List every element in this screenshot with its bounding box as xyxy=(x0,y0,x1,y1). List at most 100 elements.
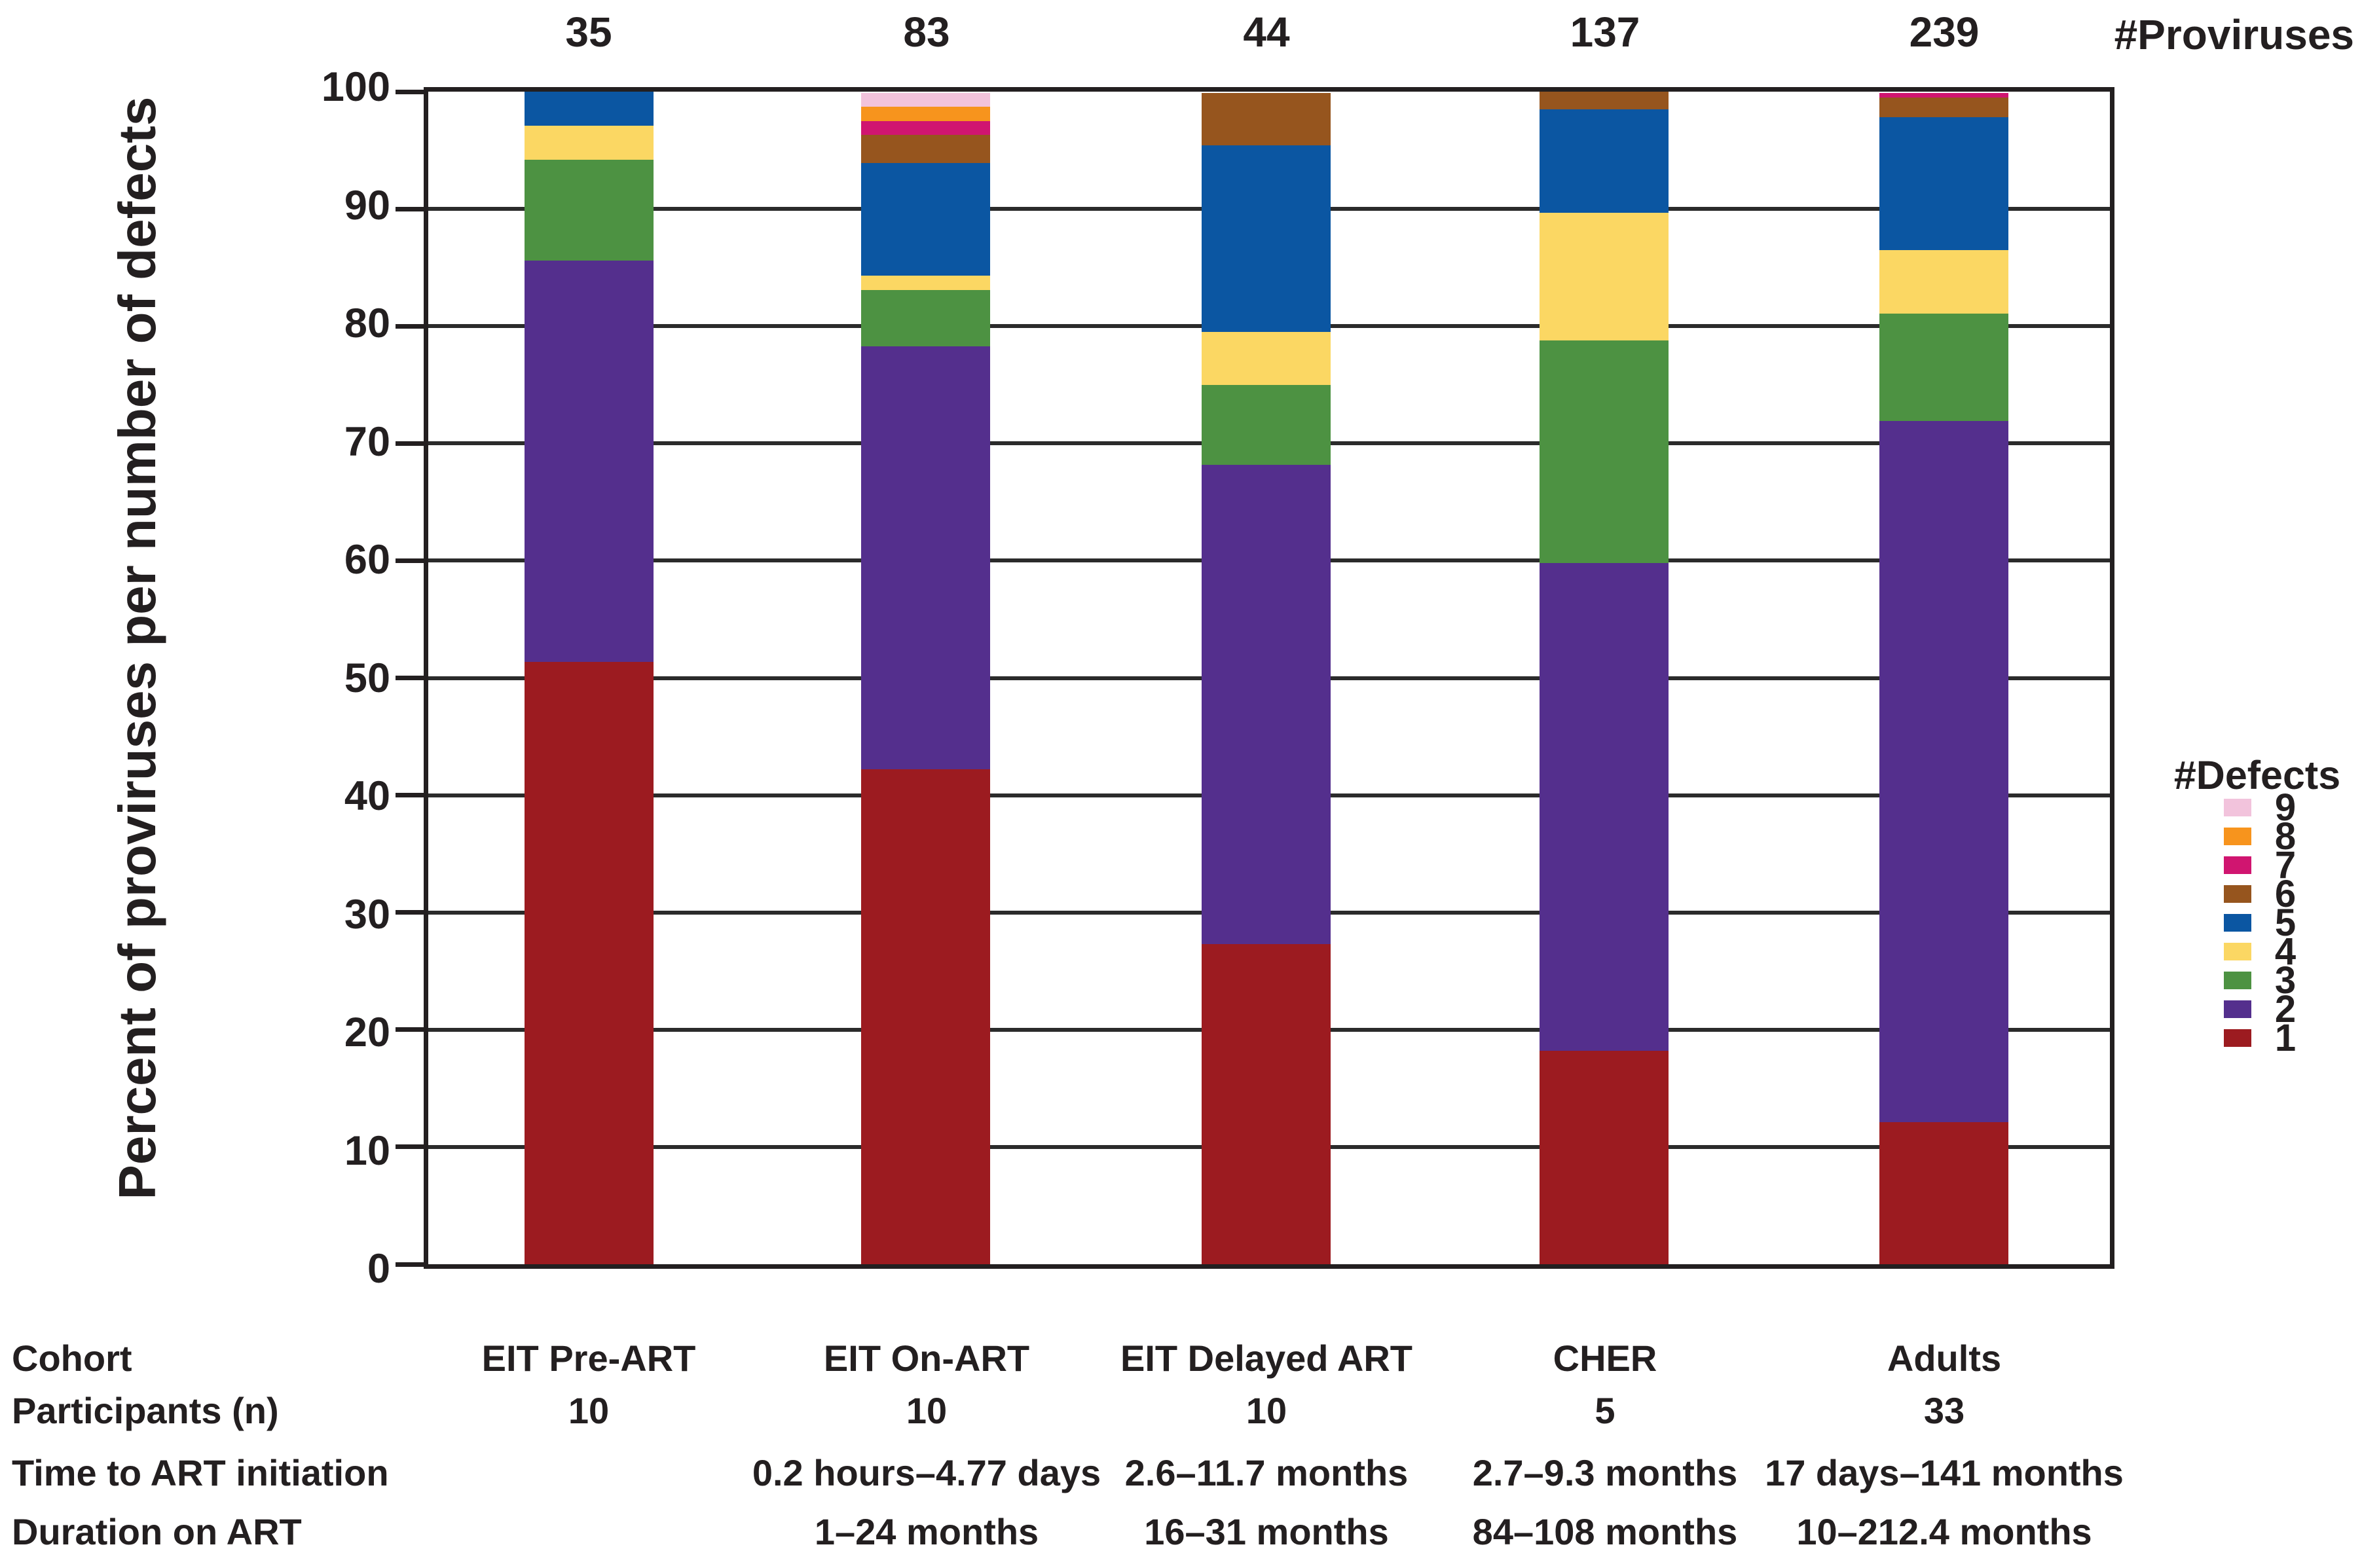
legend-swatch-7 xyxy=(2224,856,2251,874)
segment-defects-5 xyxy=(1202,145,1331,333)
segment-defects-1 xyxy=(1540,1051,1669,1264)
table-cell-r3-c1: 1–24 months xyxy=(814,1511,1039,1552)
table-cell-r1-c1: 10 xyxy=(906,1390,948,1431)
y-tick-label-40: 40 xyxy=(344,773,390,819)
legend-label-4: 4 xyxy=(2274,930,2297,973)
table-cell-r0-c4: Adults xyxy=(1887,1338,2002,1379)
legend-swatch-2 xyxy=(2224,1000,2251,1018)
legend-label-2: 2 xyxy=(2274,988,2297,1030)
provirus-count: 44 xyxy=(1243,9,1290,56)
y-tick-70 xyxy=(396,441,424,446)
bar-eit-on-art xyxy=(861,92,990,1264)
table-cell-r1-c2: 10 xyxy=(1246,1390,1287,1431)
segment-defects-3 xyxy=(861,289,990,346)
table-cell-r2-c4: 17 days–141 months xyxy=(1765,1452,2124,1493)
table-cell-r0-c0: EIT Pre-ART xyxy=(481,1338,696,1379)
segment-defects-1 xyxy=(1879,1122,2008,1264)
legend-label-5: 5 xyxy=(2274,902,2297,944)
table-cell-r0-c3: CHER xyxy=(1553,1338,1657,1379)
segment-defects-1 xyxy=(861,769,990,1264)
segment-defects-3 xyxy=(525,159,654,261)
y-tick-label-70: 70 xyxy=(344,418,390,465)
legend-label-6: 6 xyxy=(2274,873,2297,915)
table-cell-r3-c4: 10–212.4 months xyxy=(1796,1511,2092,1552)
legend-swatch-5 xyxy=(2224,914,2251,932)
y-tick-label-50: 50 xyxy=(344,655,390,701)
y-tick-0 xyxy=(396,1262,424,1267)
y-tick-label-100: 100 xyxy=(321,64,390,110)
table-cell-r1-c3: 5 xyxy=(1595,1390,1615,1431)
table-row-label-3: Duration on ART xyxy=(12,1511,302,1552)
segment-defects-4 xyxy=(1202,332,1331,385)
segment-defects-2 xyxy=(1540,563,1669,1051)
segment-defects-8 xyxy=(861,107,990,121)
y-tick-label-30: 30 xyxy=(344,891,390,938)
table-cell-r3-c2: 16–31 months xyxy=(1144,1511,1389,1552)
segment-defects-3 xyxy=(1540,340,1669,563)
table-row-label-0: Cohort xyxy=(12,1338,132,1379)
plot-area xyxy=(396,87,2114,1269)
segment-defects-2 xyxy=(1879,421,2008,1123)
table-cell-r2-c2: 2.6–11.7 months xyxy=(1124,1452,1409,1493)
segment-defects-1 xyxy=(525,662,654,1264)
segment-defects-6 xyxy=(861,135,990,164)
legend-title: #Defects xyxy=(2173,753,2341,797)
segment-defects-6 xyxy=(1202,92,1331,146)
legend-swatch-4 xyxy=(2224,943,2251,960)
segment-defects-5 xyxy=(1879,117,2008,250)
table-cell-r1-c0: 10 xyxy=(568,1390,610,1431)
y-tick-40 xyxy=(396,793,424,798)
y-tick-label-0: 0 xyxy=(367,1246,390,1292)
legend-swatch-9 xyxy=(2224,799,2251,816)
segment-defects-6 xyxy=(1540,92,1669,109)
segment-defects-7 xyxy=(861,120,990,136)
y-tick-label-80: 80 xyxy=(344,301,390,346)
table-cell-r2-c3: 2.7–9.3 months xyxy=(1472,1452,1738,1493)
segment-defects-4 xyxy=(1879,249,2008,314)
y-tick-label-90: 90 xyxy=(344,182,390,228)
y-tick-label-20: 20 xyxy=(344,1010,390,1055)
segment-defects-5 xyxy=(861,163,990,276)
provirus-count: 35 xyxy=(565,9,612,56)
y-tick-20 xyxy=(396,1027,424,1032)
segment-defects-4 xyxy=(861,276,990,290)
segment-defects-4 xyxy=(1540,212,1669,340)
table-cell-r0-c2: EIT Delayed ART xyxy=(1120,1338,1413,1379)
segment-defects-4 xyxy=(525,125,654,160)
legend-label-7: 7 xyxy=(2274,844,2297,886)
y-tick-50 xyxy=(396,676,424,680)
table-cell-r1-c4: 33 xyxy=(1923,1390,1965,1431)
table-cell-r2-c1: 0.2 hours–4.77 days xyxy=(752,1452,1101,1493)
provirus-count: 137 xyxy=(1570,9,1640,56)
segment-defects-5 xyxy=(1540,109,1669,213)
bar-eit-delayed-art xyxy=(1202,92,1331,1264)
table-cell-r3-c3: 84–108 months xyxy=(1472,1511,1738,1552)
bar-adults xyxy=(1879,92,2008,1264)
segment-defects-2 xyxy=(861,346,990,770)
legend-swatch-3 xyxy=(2224,972,2251,989)
legend-swatch-1 xyxy=(2224,1029,2251,1047)
legend-label-3: 3 xyxy=(2274,959,2297,1002)
y-tick-10 xyxy=(396,1144,424,1150)
y-tick-label-10: 10 xyxy=(344,1127,390,1174)
segment-defects-3 xyxy=(1202,384,1331,465)
segment-defects-7 xyxy=(1879,92,2008,98)
table-cell-r0-c1: EIT On-ART xyxy=(823,1338,1030,1379)
segment-defects-5 xyxy=(525,92,654,126)
legend-label-9: 9 xyxy=(2274,786,2297,829)
y-tick-60 xyxy=(396,558,424,563)
provirus-count: 83 xyxy=(903,9,950,56)
legend-label-8: 8 xyxy=(2274,815,2297,858)
legend-swatch-6 xyxy=(2224,885,2251,903)
y-tick-90 xyxy=(396,206,424,211)
y-tick-30 xyxy=(396,910,424,915)
y-tick-100 xyxy=(396,89,424,94)
segment-defects-9 xyxy=(861,92,990,107)
provirus-count: 239 xyxy=(1909,9,1980,56)
legend-label-1: 1 xyxy=(2274,1017,2297,1059)
legend-swatch-8 xyxy=(2224,828,2251,845)
table-row-label-2: Time to ART initiation xyxy=(12,1452,389,1493)
proviruses-header-label: #Proviruses xyxy=(2114,11,2354,58)
y-tick-label-60: 60 xyxy=(344,537,390,583)
y-tick-80 xyxy=(396,323,424,329)
